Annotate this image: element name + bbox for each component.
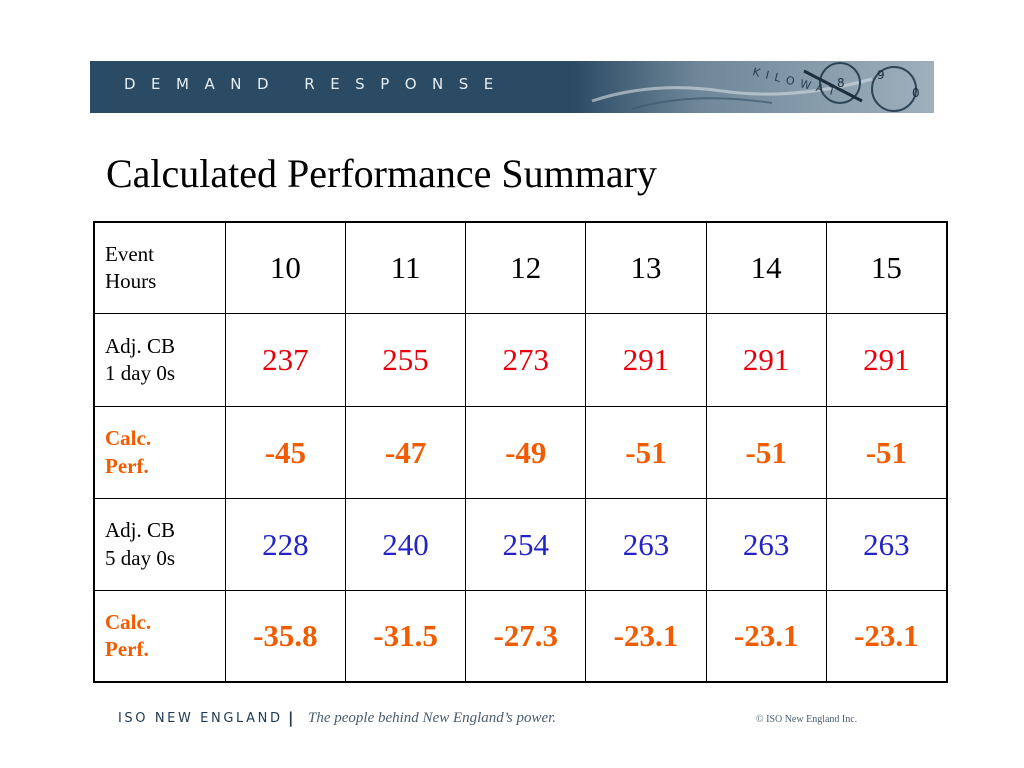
- row-label-line2: 5 day 0s: [105, 545, 175, 570]
- table-row-calc-perf-5day: Calc. Perf. -35.8 -31.5 -27.3 -23.1 -23.1…: [93, 590, 948, 683]
- page-title: Calculated Performance Summary: [106, 151, 657, 196]
- calc-perf-cell: -31.5: [344, 590, 467, 683]
- baseline-5day-value-cell: 240: [344, 498, 467, 591]
- svg-text:0: 0: [912, 86, 920, 100]
- svg-text:9: 9: [877, 68, 885, 82]
- calc-perf-cell: -51: [585, 406, 707, 499]
- row-label-line2: Perf.: [105, 637, 149, 661]
- row-label-line2: Perf.: [105, 453, 149, 478]
- calc-perf-cell: -51: [705, 406, 827, 499]
- row-label-line1: Adj. CB: [105, 333, 176, 358]
- baseline-5day-value-cell: 263: [585, 498, 707, 591]
- baseline-value-cell: 255: [344, 313, 467, 407]
- table-row-adj-cb-1day: Adj. CB 1 day 0s 237 255 273 291 291 291: [93, 313, 948, 407]
- event-hour-cell: 12: [465, 221, 587, 314]
- calc-perf-cell: -23.1: [825, 590, 948, 683]
- row-label-line1: Calc.: [105, 426, 152, 451]
- baseline-value-cell: 291: [825, 313, 948, 407]
- calc-perf-cell: -27.3: [465, 590, 587, 683]
- baseline-value-cell: 291: [705, 313, 827, 407]
- demand-response-banner: DEMAND RESPONSE 8 9 0 KILOWAT: [90, 61, 934, 113]
- calc-perf-cell: -23.1: [585, 590, 707, 683]
- table-row-calc-perf-1day: Calc. Perf. -45 -47 -49 -51 -51 -51: [93, 406, 948, 499]
- footer-org-name: ISO NEW ENGLAND: [118, 711, 283, 726]
- calc-perf-cell: -45: [224, 406, 346, 499]
- event-hour-cell: 10: [224, 221, 346, 314]
- row-label: Event Hours: [93, 221, 226, 314]
- banner-title: DEMAND RESPONSE: [124, 75, 509, 93]
- row-label: Adj. CB 1 day 0s: [93, 313, 226, 407]
- baseline-5day-value-cell: 228: [224, 498, 346, 591]
- row-label-line1: Calc.: [105, 609, 152, 634]
- calc-perf-cell: -51: [825, 406, 948, 499]
- baseline-5day-value-cell: 254: [465, 498, 587, 591]
- footer-copyright: © ISO New England Inc.: [756, 714, 858, 725]
- row-label-line2: 1 day 0s: [105, 361, 175, 385]
- row-label-line1: Event: [105, 241, 154, 266]
- calc-perf-cell: -47: [344, 406, 467, 499]
- event-hour-cell: 11: [344, 221, 467, 314]
- footer-tagline: The people behind New England’s power.: [308, 710, 557, 726]
- calc-perf-cell: -23.1: [705, 590, 827, 683]
- svg-text:8: 8: [837, 76, 845, 90]
- table-row-adj-cb-5day: Adj. CB 5 day 0s 228 240 254 263 263 263: [93, 498, 948, 591]
- baseline-5day-value-cell: 263: [825, 498, 948, 591]
- footer: ISO NEW ENGLAND | The people behind New …: [118, 709, 868, 730]
- baseline-value-cell: 273: [465, 313, 587, 407]
- row-label-line2: Hours: [105, 269, 157, 293]
- footer-separator: |: [288, 709, 294, 727]
- performance-table: Event Hours 10 11 12 13 14 15 Adj. CB 1 da…: [93, 221, 948, 683]
- kilowatt-meter-icon: 8 9 0 KILOWAT: [572, 61, 934, 113]
- row-label: Calc. Perf.: [93, 406, 226, 499]
- row-label: Calc. Perf.: [93, 590, 226, 683]
- event-hour-cell: 14: [705, 221, 827, 314]
- row-label: Adj. CB 5 day 0s: [93, 498, 226, 591]
- row-label-line1: Adj. CB: [105, 518, 176, 543]
- baseline-5day-value-cell: 263: [705, 498, 827, 591]
- table-row-event-hours: Event Hours 10 11 12 13 14 15: [93, 221, 948, 314]
- baseline-value-cell: 291: [585, 313, 707, 407]
- baseline-value-cell: 237: [224, 313, 346, 407]
- event-hour-cell: 13: [585, 221, 707, 314]
- event-hour-cell: 15: [825, 221, 948, 314]
- calc-perf-cell: -49: [465, 406, 587, 499]
- calc-perf-cell: -35.8: [224, 590, 346, 683]
